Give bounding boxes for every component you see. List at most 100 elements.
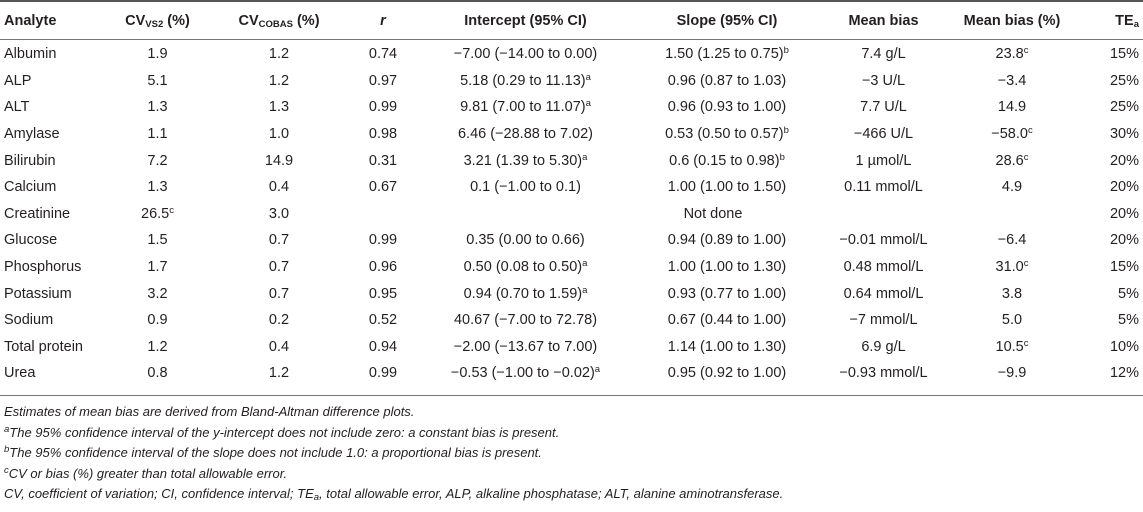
cell-mean-bias: 7.7 U/L <box>860 99 907 116</box>
bottom-rule <box>0 395 1143 396</box>
cell-intercept: 0.50 (0.08 to 0.50)a <box>463 258 588 276</box>
header-analyte: Analyte <box>4 12 57 29</box>
cell-slope: 0.67 (0.44 to 1.00) <box>667 312 787 329</box>
header-cv-vs2: CVVS2 (%) <box>125 12 190 30</box>
cell-te: 25% <box>1109 72 1139 89</box>
cell-analyte: Creatinine <box>4 205 71 222</box>
table-row: Albumin 1.9 1.2 0.74 −7.00 (−14.00 to 0.00) 1… <box>0 39 1143 68</box>
cell-cv-vs2: 1.2 <box>147 338 168 355</box>
header-mean-bias-pct: Mean bias (%) <box>963 12 1061 29</box>
cell-slope: 1.00 (1.00 to 1.50) <box>667 179 787 196</box>
cell-cv-vs2: 0.8 <box>147 365 168 382</box>
cell-cv-vs2: 1.9 <box>147 46 168 63</box>
cell-te: 20% <box>1109 205 1139 222</box>
table-row: Calcium 1.3 0.4 0.67 0.1 (−1.00 to 0.1) 1.00 … <box>0 174 1143 201</box>
table-row: ALT 1.3 1.3 0.99 9.81 (7.00 to 11.07)a 0.96 (… <box>0 94 1143 121</box>
cell-analyte: Glucose <box>4 232 58 249</box>
cell-cv-vs2: 26.5c <box>141 204 174 222</box>
cell-cv-vs2: 1.7 <box>147 259 168 276</box>
cell-mean-bias: −0.93 mmol/L <box>839 365 928 382</box>
cell-slope: 0.96 (0.87 to 1.03) <box>667 72 787 89</box>
cell-r: 0.96 <box>368 259 398 276</box>
comparison-table: Analyte CVVS2 (%) CVCOBAS (%) r Intercep… <box>0 2 1143 387</box>
cell-te: 30% <box>1109 126 1139 143</box>
table-row: Creatinine 26.5c 3.0 Not done 20% <box>0 201 1143 228</box>
cell-cv-cobas: 0.4 <box>268 338 290 355</box>
cell-mean-bias-pct: 31.0c <box>995 258 1029 276</box>
cell-r: 0.52 <box>368 312 398 329</box>
cell-mean-bias: −466 U/L <box>853 126 914 143</box>
cell-mean-bias-pct: 3.8 <box>1001 285 1023 302</box>
table-row: Glucose 1.5 0.7 0.99 0.35 (0.00 to 0.66) 0.94… <box>0 227 1143 254</box>
cell-r: 0.67 <box>368 179 398 196</box>
cell-slope: 0.95 (0.92 to 1.00) <box>667 365 787 382</box>
header-te: TEa <box>1115 12 1139 30</box>
cell-te: 15% <box>1109 46 1139 63</box>
cell-cv-vs2: 3.2 <box>147 285 168 302</box>
cell-cv-cobas: 1.2 <box>268 365 290 382</box>
cell-slope: 0.6 (0.15 to 0.98)b <box>669 151 785 169</box>
cell-mean-bias: 0.48 mmol/L <box>843 259 924 276</box>
cell-te: 25% <box>1109 99 1139 116</box>
cell-r: 0.74 <box>368 46 398 63</box>
cell-cv-cobas: 0.4 <box>268 179 290 196</box>
header-mean-bias: Mean bias <box>848 12 919 29</box>
table-row: Amylase 1.1 1.0 0.98 6.46 (−28.88 to 7.02) 0.… <box>0 121 1143 148</box>
cell-analyte: Albumin <box>4 46 57 63</box>
cell-analyte: Total protein <box>4 338 83 355</box>
table-row: ALP 5.1 1.2 0.97 5.18 (0.29 to 11.13)a 0.96 (… <box>0 68 1143 95</box>
cell-slope: 1.50 (1.25 to 0.75)b <box>665 45 789 63</box>
cell-analyte: Bilirubin <box>4 152 56 169</box>
table-row: Urea 0.8 1.2 0.99 −0.53 (−1.00 to −0.02)a 0.9… <box>0 360 1143 387</box>
cell-analyte: Phosphorus <box>4 259 82 276</box>
cell-mean-bias-pct: 14.9 <box>997 99 1027 116</box>
cell-mean-bias: 7.4 g/L <box>861 46 906 63</box>
cell-cv-cobas: 1.2 <box>268 72 290 89</box>
cell-cv-cobas: 0.7 <box>268 285 290 302</box>
cell-te: 20% <box>1109 179 1139 196</box>
cell-te: 20% <box>1109 232 1139 249</box>
cell-slope: 1.14 (1.00 to 1.30) <box>667 338 787 355</box>
cell-slope: 0.93 (0.77 to 1.00) <box>667 285 787 302</box>
cell-mean-bias-pct: 10.5c <box>995 337 1029 355</box>
cell-mean-bias-pct: 23.8c <box>995 45 1029 63</box>
table-row: Total protein 1.2 0.4 0.94 −2.00 (−13.67 to … <box>0 334 1143 361</box>
cell-analyte: Urea <box>4 365 36 382</box>
cell-mean-bias-pct: 28.6c <box>995 151 1029 169</box>
cell-te: 10% <box>1109 338 1139 355</box>
cell-cv-cobas: 0.2 <box>268 312 290 329</box>
cell-cv-vs2: 5.1 <box>147 72 168 89</box>
cell-te: 5% <box>1118 285 1139 302</box>
cell-mean-bias: 0.64 mmol/L <box>843 285 924 302</box>
cell-te: 5% <box>1118 312 1139 329</box>
cell-mean-bias-pct: −3.4 <box>997 72 1027 89</box>
cell-r: 0.97 <box>368 72 398 89</box>
cell-r: 0.94 <box>368 338 398 355</box>
cell-mean-bias: −0.01 mmol/L <box>839 232 928 249</box>
footnote-abbreviations: CV, coefficient of variation; CI, confid… <box>4 486 784 503</box>
cell-cv-vs2: 7.2 <box>147 152 168 169</box>
cell-r: 0.99 <box>368 99 398 116</box>
cell-slope: 0.94 (0.89 to 1.00) <box>667 232 787 249</box>
cell-te: 15% <box>1109 259 1139 276</box>
cell-r: 0.99 <box>368 365 398 382</box>
footnote-estimates: Estimates of mean bias are derived from … <box>4 404 415 419</box>
cell-analyte: Sodium <box>4 312 54 329</box>
cell-r: 0.99 <box>368 232 398 249</box>
cell-analyte: Amylase <box>4 126 60 143</box>
header-intercept: Intercept (95% CI) <box>464 12 587 29</box>
cell-mean-bias: 0.11 mmol/L <box>844 179 923 196</box>
cell-intercept: 0.35 (0.00 to 0.66) <box>466 232 585 249</box>
footnote-a: aThe 95% confidence interval of the y-in… <box>4 423 560 440</box>
table-row: Potassium 3.2 0.7 0.95 0.94 (0.70 to 1.59)a 0… <box>0 280 1143 307</box>
cell-analyte: Potassium <box>4 285 72 302</box>
cell-mean-bias-pct: 4.9 <box>1001 179 1023 196</box>
cell-te: 12% <box>1109 365 1139 382</box>
cell-cv-vs2: 1.5 <box>147 232 168 249</box>
cell-cv-cobas: 0.7 <box>268 232 290 249</box>
cell-slope: 0.53 (0.50 to 0.57)b <box>665 125 789 143</box>
table-footnotes: Estimates of mean bias are derived from … <box>4 402 1139 505</box>
table-row: Phosphorus 1.7 0.7 0.96 0.50 (0.08 to 0.50)a… <box>0 254 1143 281</box>
footnote-b: bThe 95% confidence interval of the slop… <box>4 444 542 460</box>
